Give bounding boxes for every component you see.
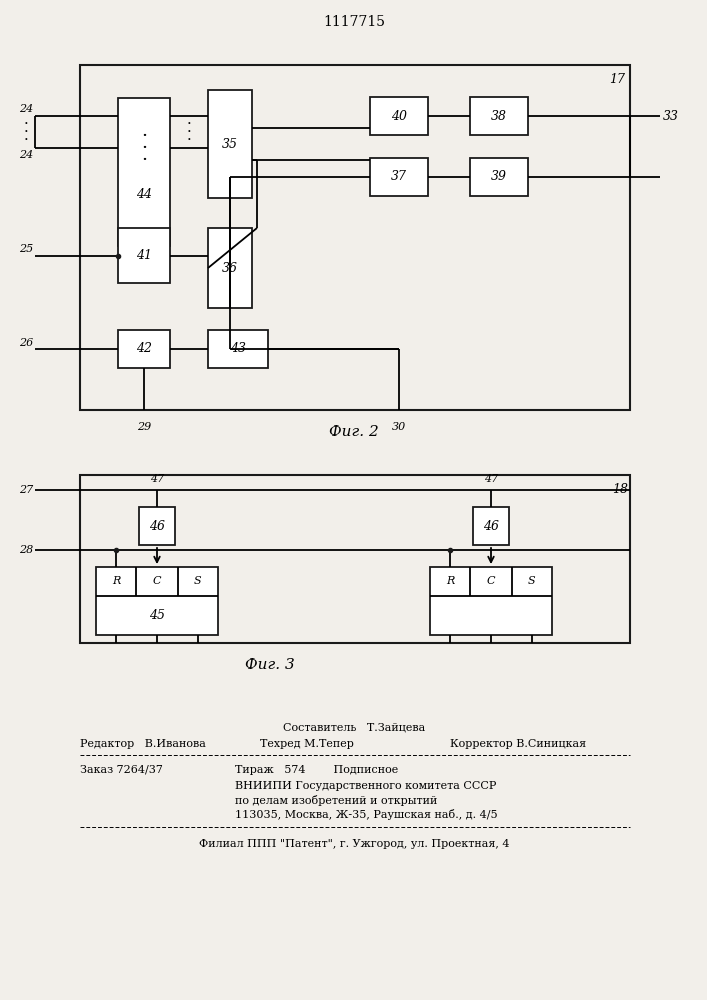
Text: ВНИИПИ Государственного комитета СССР: ВНИИПИ Государственного комитета СССР: [235, 781, 496, 791]
Text: Заказ 7264/37: Заказ 7264/37: [80, 765, 163, 775]
Text: 24: 24: [19, 104, 33, 114]
Text: Редактор   В.Иванова: Редактор В.Иванова: [80, 739, 206, 749]
Text: 18: 18: [612, 483, 628, 496]
Text: Филиал ППП "Патент", г. Ужгород, ул. Проектная, 4: Филиал ППП "Патент", г. Ужгород, ул. Про…: [199, 839, 509, 849]
Text: 17: 17: [609, 73, 625, 86]
Text: ·: ·: [23, 117, 28, 131]
Text: 36: 36: [222, 261, 238, 274]
Bar: [139, 507, 175, 545]
Bar: [370, 97, 428, 135]
Bar: [118, 98, 170, 246]
Bar: [118, 228, 170, 283]
Text: Техред М.Тепер: Техред М.Тепер: [260, 739, 354, 749]
Text: по делам изобретений и открытий: по делам изобретений и открытий: [235, 795, 438, 806]
Text: ·: ·: [141, 151, 147, 169]
Text: Тираж   574        Подписное: Тираж 574 Подписное: [235, 765, 398, 775]
Bar: [470, 97, 528, 135]
Text: 37: 37: [391, 170, 407, 184]
Bar: [208, 330, 268, 368]
Text: 43: 43: [230, 342, 246, 356]
Text: 30: 30: [392, 422, 406, 432]
Text: ·: ·: [187, 125, 192, 139]
Text: 44: 44: [136, 188, 152, 201]
Text: 46: 46: [149, 520, 165, 532]
Bar: [430, 567, 552, 635]
Text: 38: 38: [491, 109, 507, 122]
Text: 29: 29: [137, 422, 151, 432]
Text: ·: ·: [187, 133, 192, 147]
Text: R: R: [446, 576, 455, 586]
Text: ·: ·: [141, 139, 147, 157]
Text: S: S: [528, 576, 536, 586]
Text: C: C: [153, 576, 161, 586]
Text: S: S: [194, 576, 201, 586]
Bar: [370, 158, 428, 196]
Text: 33: 33: [663, 109, 679, 122]
Text: 26: 26: [19, 338, 33, 348]
Bar: [118, 330, 170, 368]
Text: Фиг. 2: Фиг. 2: [329, 425, 379, 439]
Text: R: R: [112, 576, 120, 586]
Text: 27: 27: [19, 485, 33, 495]
Bar: [208, 90, 252, 198]
Bar: [96, 567, 218, 635]
Text: 1117715: 1117715: [323, 15, 385, 29]
Text: ·: ·: [23, 133, 28, 147]
Text: C: C: [486, 576, 495, 586]
Text: ·: ·: [141, 127, 147, 145]
Text: 42: 42: [136, 342, 152, 356]
Text: Фиг. 3: Фиг. 3: [245, 658, 295, 672]
Text: 35: 35: [222, 137, 238, 150]
Bar: [470, 158, 528, 196]
Text: 47: 47: [484, 474, 498, 484]
Bar: [473, 507, 509, 545]
Text: ·: ·: [187, 117, 192, 131]
Text: 40: 40: [391, 109, 407, 122]
Bar: [80, 65, 630, 410]
Text: 41: 41: [136, 249, 152, 262]
Text: 28: 28: [19, 545, 33, 555]
Text: ·: ·: [23, 125, 28, 139]
Text: Составитель   Т.Зайцева: Составитель Т.Зайцева: [283, 722, 425, 732]
Bar: [208, 228, 252, 308]
Text: 113035, Москва, Ж-35, Раушская наб., д. 4/5: 113035, Москва, Ж-35, Раушская наб., д. …: [235, 809, 498, 820]
Text: 24: 24: [19, 150, 33, 160]
Text: Корректор В.Синицкая: Корректор В.Синицкая: [450, 739, 586, 749]
Text: 45: 45: [149, 609, 165, 622]
Text: 25: 25: [19, 244, 33, 254]
Text: 39: 39: [491, 170, 507, 184]
Bar: [80, 475, 630, 643]
Text: 46: 46: [483, 520, 499, 532]
Text: 47: 47: [150, 474, 164, 484]
